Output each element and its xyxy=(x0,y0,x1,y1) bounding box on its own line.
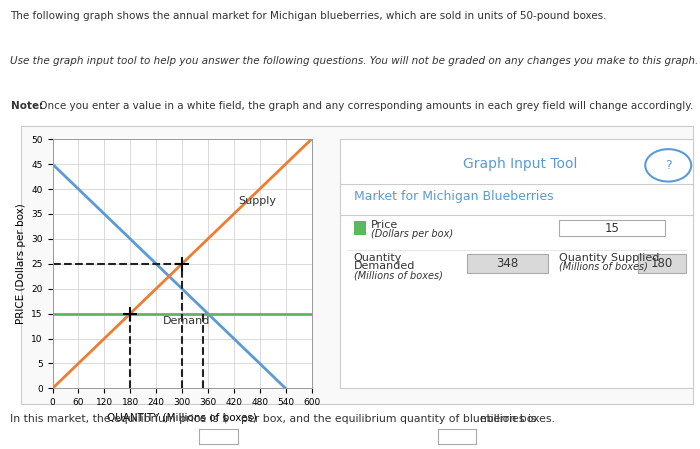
Text: Once you enter a value in a white field, the graph and any corresponding amounts: Once you enter a value in a white field,… xyxy=(36,101,694,111)
Text: Quantity Supplied: Quantity Supplied xyxy=(559,253,659,263)
Text: In this market, the equilibrium price is $: In this market, the equilibrium price is… xyxy=(10,414,230,424)
FancyBboxPatch shape xyxy=(467,254,548,273)
Text: million boxes.: million boxes. xyxy=(480,414,554,424)
Text: 348: 348 xyxy=(496,256,519,269)
FancyBboxPatch shape xyxy=(559,220,665,236)
Text: Supply: Supply xyxy=(238,196,276,206)
Text: Graph Input Tool: Graph Input Tool xyxy=(463,157,578,171)
Text: (Millions of boxes): (Millions of boxes) xyxy=(354,270,442,281)
Y-axis label: PRICE (Dollars per box): PRICE (Dollars per box) xyxy=(15,203,26,324)
Text: per box, and the equilibrium quantity of blueberries is: per box, and the equilibrium quantity of… xyxy=(241,414,537,424)
Text: Use the graph input tool to help you answer the following questions. You will no: Use the graph input tool to help you ans… xyxy=(10,56,699,66)
Text: Market for Michigan Blueberries: Market for Michigan Blueberries xyxy=(354,190,553,203)
Text: The following graph shows the annual market for Michigan blueberries, which are : The following graph shows the annual mar… xyxy=(10,11,607,21)
Text: Demand: Demand xyxy=(162,316,210,326)
Text: Quantity: Quantity xyxy=(354,253,402,263)
Text: Price: Price xyxy=(371,220,398,230)
Text: 180: 180 xyxy=(651,256,673,269)
Text: Demanded: Demanded xyxy=(354,261,415,271)
Text: 15: 15 xyxy=(604,222,619,235)
Text: (Dollars per box): (Dollars per box) xyxy=(371,229,454,239)
Text: (Millions of boxes): (Millions of boxes) xyxy=(559,261,648,271)
Text: ?: ? xyxy=(665,159,671,172)
Text: Note:: Note: xyxy=(10,101,43,111)
FancyBboxPatch shape xyxy=(638,254,686,273)
X-axis label: QUANTITY (Millions of boxes): QUANTITY (Millions of boxes) xyxy=(107,413,257,423)
FancyBboxPatch shape xyxy=(354,221,366,235)
